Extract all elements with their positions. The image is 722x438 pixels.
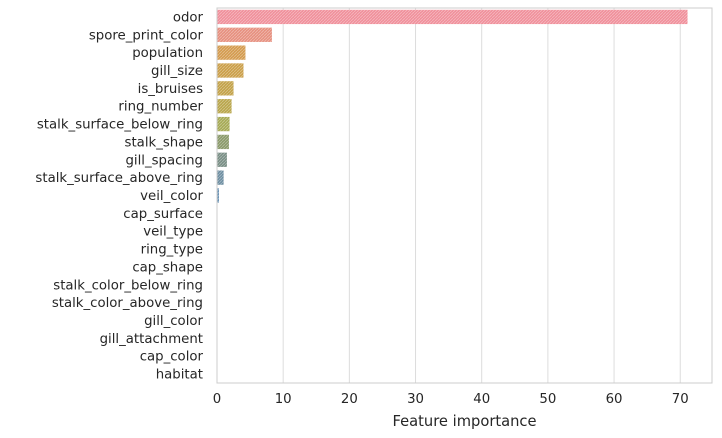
y-tick-label: spore_print_color — [89, 28, 204, 43]
x-tick-label: 20 — [341, 392, 358, 407]
y-tick-label: gill_size — [151, 64, 203, 79]
y-tick-label: population — [132, 46, 203, 61]
x-tick-label: 0 — [213, 392, 221, 407]
y-tick-label: stalk_surface_above_ring — [35, 171, 203, 186]
y-tick-label: ring_type — [141, 243, 203, 258]
y-tick-label: cap_color — [140, 350, 204, 365]
bar-hatch — [217, 9, 688, 25]
bar-hatch — [217, 188, 219, 203]
y-tick-label: odor — [173, 10, 204, 25]
x-tick-label: 70 — [672, 392, 689, 407]
plot-frame — [216, 7, 713, 384]
bar-hatch — [217, 45, 246, 60]
y-tick-label: veil_type — [143, 225, 203, 240]
y-tick-label: stalk_surface_below_ring — [37, 118, 203, 133]
x-tick-labels: 0 10 20 30 40 50 60 70 — [213, 392, 689, 407]
gridlines — [282, 8, 681, 383]
x-tick-label: 60 — [606, 392, 623, 407]
y-tick-label: ring_number — [118, 100, 203, 115]
y-tick-label: habitat — [156, 368, 203, 383]
x-tick-label: 40 — [473, 392, 490, 407]
bars — [217, 9, 688, 203]
bar-hatch — [217, 63, 244, 78]
y-tick-labels: odor spore_print_color population gill_size… — [35, 10, 203, 382]
bar-hatch — [217, 152, 227, 167]
y-tick-label: is_bruises — [138, 82, 203, 97]
x-tick-label: 10 — [275, 392, 292, 407]
y-tick-label: cap_surface — [123, 207, 203, 222]
y-tick-label: gill_attachment — [100, 332, 203, 347]
y-tick-label: gill_color — [144, 314, 203, 329]
x-tick-label: 30 — [407, 392, 424, 407]
y-tick-label: veil_color — [140, 189, 203, 204]
bar-hatch — [217, 81, 234, 96]
bar-hatch — [217, 170, 224, 185]
bar-hatch — [217, 116, 230, 132]
bar-hatch — [217, 27, 272, 42]
bar-hatch — [217, 134, 229, 150]
y-tick-label: stalk_shape — [125, 135, 203, 150]
y-tick-label: gill_spacing — [125, 153, 203, 168]
y-tick-label: cap_shape — [132, 260, 203, 275]
y-tick-label: stalk_color_above_ring — [52, 296, 203, 311]
x-tick-label: 50 — [539, 392, 556, 407]
y-tick-label: stalk_color_below_ring — [53, 278, 203, 293]
bar-hatch — [217, 99, 232, 114]
x-axis-title: Feature importance — [392, 413, 536, 430]
